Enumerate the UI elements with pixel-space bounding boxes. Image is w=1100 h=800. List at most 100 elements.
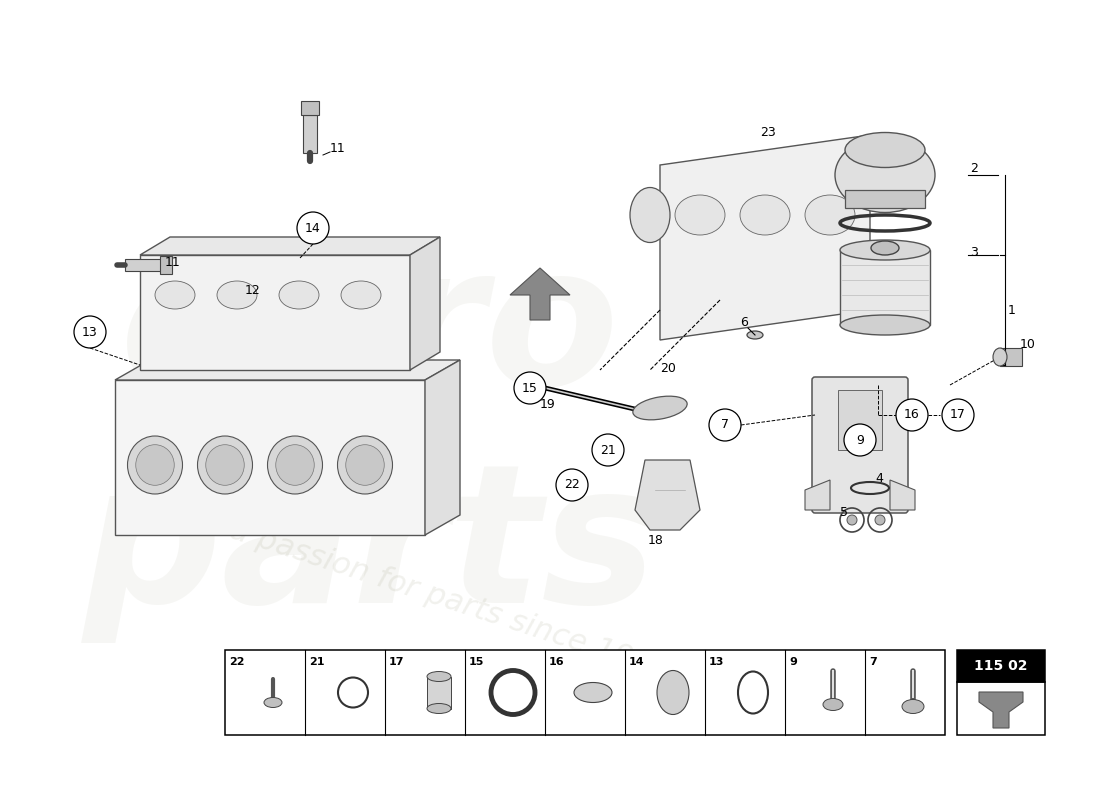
Bar	[957, 650, 1045, 682]
Text: 22: 22	[564, 478, 580, 491]
Polygon shape	[510, 268, 570, 320]
Ellipse shape	[345, 445, 384, 486]
Circle shape	[74, 316, 106, 348]
Polygon shape	[140, 255, 410, 370]
FancyBboxPatch shape	[812, 377, 907, 513]
Text: 7: 7	[720, 418, 729, 431]
Ellipse shape	[198, 436, 253, 494]
Ellipse shape	[675, 195, 725, 235]
Ellipse shape	[845, 133, 925, 167]
Text: 14: 14	[305, 222, 321, 234]
Ellipse shape	[902, 699, 924, 714]
Bar	[427, 677, 451, 709]
Polygon shape	[805, 480, 830, 510]
Ellipse shape	[217, 281, 257, 309]
Circle shape	[844, 424, 876, 456]
Ellipse shape	[657, 670, 689, 714]
Polygon shape	[410, 237, 440, 370]
Ellipse shape	[341, 281, 381, 309]
Ellipse shape	[805, 195, 855, 235]
Polygon shape	[890, 480, 915, 510]
Bar	[957, 682, 1045, 735]
Ellipse shape	[264, 698, 282, 707]
Circle shape	[896, 399, 928, 431]
Text: 11: 11	[165, 257, 180, 270]
Polygon shape	[635, 460, 700, 530]
Ellipse shape	[632, 396, 688, 420]
Polygon shape	[116, 360, 460, 380]
Ellipse shape	[206, 445, 244, 486]
Bar	[125, 259, 163, 271]
Text: 9: 9	[789, 657, 796, 667]
Text: 5: 5	[840, 506, 848, 518]
Text: 12: 12	[245, 283, 261, 297]
Ellipse shape	[747, 331, 763, 339]
Bar	[1000, 348, 1022, 366]
Bar	[845, 190, 925, 208]
Circle shape	[847, 515, 857, 525]
Text: 16: 16	[904, 409, 920, 422]
Text: 21: 21	[601, 443, 616, 457]
Text: 7: 7	[869, 657, 877, 667]
Bar	[840, 250, 929, 325]
Bar	[838, 390, 882, 450]
Text: 1: 1	[1008, 303, 1016, 317]
Text: 15: 15	[522, 382, 538, 394]
Ellipse shape	[155, 281, 195, 309]
Text: a passion for parts since 1985: a passion for parts since 1985	[227, 515, 673, 685]
Text: 13: 13	[710, 657, 725, 667]
Text: 19: 19	[540, 398, 556, 411]
Text: 21: 21	[309, 657, 324, 667]
Text: 16: 16	[549, 657, 564, 667]
Ellipse shape	[267, 436, 322, 494]
Ellipse shape	[427, 703, 451, 714]
Ellipse shape	[128, 436, 183, 494]
Bar	[226, 650, 945, 735]
Text: 22: 22	[229, 657, 244, 667]
Circle shape	[710, 409, 741, 441]
Ellipse shape	[276, 445, 315, 486]
Ellipse shape	[740, 195, 790, 235]
Ellipse shape	[823, 698, 843, 710]
Circle shape	[556, 469, 588, 501]
Text: 15: 15	[469, 657, 484, 667]
Text: 2: 2	[970, 162, 978, 174]
Text: 4: 4	[874, 471, 883, 485]
Ellipse shape	[338, 436, 393, 494]
Ellipse shape	[993, 348, 1007, 366]
Text: euro
parts: euro parts	[82, 238, 658, 643]
Text: 14: 14	[629, 657, 645, 667]
Polygon shape	[116, 380, 425, 535]
Ellipse shape	[835, 138, 935, 213]
Ellipse shape	[427, 671, 451, 682]
Circle shape	[297, 212, 329, 244]
Ellipse shape	[279, 281, 319, 309]
Text: 9: 9	[856, 434, 864, 446]
Ellipse shape	[574, 682, 612, 702]
Text: 3: 3	[970, 246, 978, 258]
Text: 11: 11	[330, 142, 345, 154]
Text: 6: 6	[740, 317, 748, 330]
Circle shape	[514, 372, 546, 404]
Circle shape	[874, 515, 886, 525]
Text: 10: 10	[1020, 338, 1036, 351]
Text: 18: 18	[648, 534, 664, 546]
Polygon shape	[140, 237, 440, 255]
Text: 23: 23	[760, 126, 775, 138]
Bar	[302, 115, 317, 153]
Ellipse shape	[630, 187, 670, 242]
Polygon shape	[979, 692, 1023, 728]
Bar	[301, 101, 319, 115]
Polygon shape	[660, 135, 870, 340]
Text: 17: 17	[950, 409, 966, 422]
Text: 17: 17	[389, 657, 405, 667]
Ellipse shape	[135, 445, 174, 486]
Text: 115 02: 115 02	[975, 659, 1027, 673]
Polygon shape	[425, 360, 460, 535]
Text: 20: 20	[660, 362, 675, 374]
Ellipse shape	[840, 315, 929, 335]
Bar	[160, 256, 172, 274]
Ellipse shape	[871, 241, 899, 255]
Circle shape	[942, 399, 974, 431]
Text: 13: 13	[82, 326, 98, 338]
